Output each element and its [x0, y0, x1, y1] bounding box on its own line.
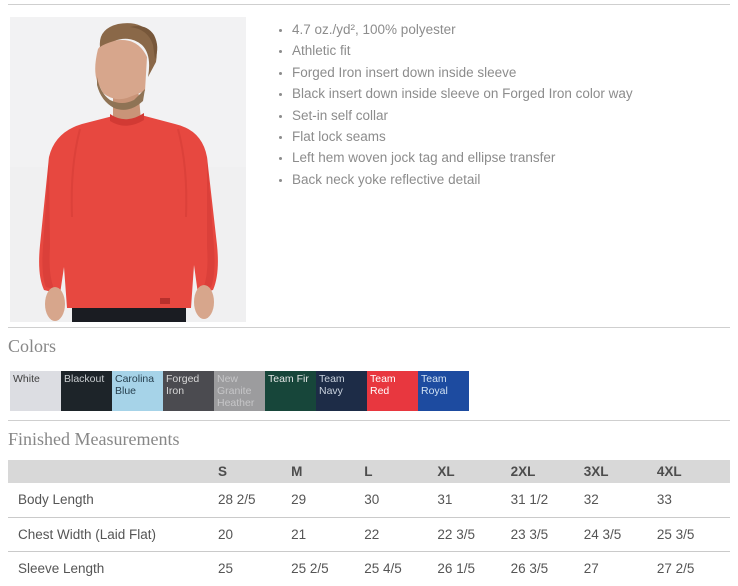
color-swatch-team-royal[interactable]: Team Royal [418, 371, 469, 411]
measurement-value: 25 [218, 560, 234, 576]
top-divider [8, 4, 730, 5]
measurement-value: 31 1/2 [510, 492, 549, 508]
size-header-4xl: 4XL [656, 460, 730, 483]
measurement-label: Chest Width (Laid Flat) [18, 526, 157, 542]
color-swatch-team-red[interactable]: Team Red [367, 371, 418, 411]
measurement-value: 23 3/5 [510, 526, 549, 542]
color-swatch-forged-iron[interactable]: Forged Iron [163, 371, 214, 411]
color-swatch-blackout[interactable]: Blackout [61, 371, 112, 411]
feature-item: 4.7 oz./yd², 100% polyester [292, 19, 633, 40]
feature-item: Black insert down inside sleeve on Forge… [292, 83, 633, 104]
measurement-label: Body Length [18, 492, 94, 508]
product-photo[interactable] [10, 17, 246, 322]
color-swatch-team-fir[interactable]: Team Fir [265, 371, 316, 411]
measurement-value: 30 [364, 492, 380, 508]
measurement-value: 22 [364, 526, 380, 542]
empty-header-cell [8, 460, 218, 483]
measurement-value: 25 4/5 [364, 560, 402, 576]
feature-item: Left hem woven jock tag and ellipse tran… [292, 147, 633, 168]
colors-divider [8, 327, 730, 328]
size-header-3xl: 3XL [583, 460, 657, 483]
product-overview-section: 4.7 oz./yd², 100% polyesterAthletic fitF… [8, 17, 730, 322]
measurements-table: S M L XL 2XL 3XL 4XL Body Length 28 2/5 29 30 31 31… [8, 460, 730, 585]
feature-item: Athletic fit [292, 40, 633, 61]
colors-heading: Colors [8, 336, 57, 356]
size-header-xl: XL [437, 460, 511, 483]
measurement-value: 27 2/5 [656, 560, 695, 576]
color-swatch-white[interactable]: White [10, 371, 61, 411]
size-header-l: L [364, 460, 438, 483]
feature-item: Forged Iron insert down inside sleeve [292, 62, 633, 83]
color-swatch-new-granite-heather[interactable]: New Granite Heather [214, 371, 265, 411]
measurement-row: Body Length 28 2/5 29 30 31 31 1/2 32 33 [8, 483, 730, 517]
model-red-shirt-illustration [10, 17, 246, 322]
measurement-value: 33 [656, 492, 672, 508]
color-swatch-carolina-blue[interactable]: Carolina Blue [112, 371, 163, 411]
measurement-value: 31 [437, 492, 453, 508]
feature-list: 4.7 oz./yd², 100% polyesterAthletic fitF… [266, 19, 633, 190]
measurement-value: 25 2/5 [291, 560, 329, 576]
measurement-value: 29 [291, 492, 307, 508]
measurement-row: Chest Width (Laid Flat) 20 21 22 22 3/5 23 3/… [8, 517, 730, 551]
color-swatch-team-navy[interactable]: Team Navy [316, 371, 367, 411]
size-header-m: M [291, 460, 365, 483]
measurement-value: 25 3/5 [656, 526, 695, 542]
measurement-row: Sleeve Length 25 25 2/5 25 4/5 26 1/5 26 3/5 2… [8, 551, 730, 585]
measurement-label: Sleeve Length [18, 560, 105, 576]
measurement-value: 28 2/5 [218, 492, 256, 508]
feature-item: Set-in self collar [292, 105, 633, 126]
measurement-value: 20 [218, 526, 234, 542]
product-features: 4.7 oz./yd², 100% polyesterAthletic fitF… [266, 17, 633, 322]
measurement-value: 27 [583, 560, 599, 576]
measurement-value: 32 [583, 492, 599, 508]
measurement-value: 26 1/5 [437, 560, 475, 576]
feature-item: Flat lock seams [292, 126, 633, 147]
size-header-row: S M L XL 2XL 3XL 4XL [8, 460, 730, 483]
measurement-value: 21 [291, 526, 307, 542]
measurement-value: 22 3/5 [437, 526, 475, 542]
size-header-s: S [218, 460, 292, 483]
measurement-value: 26 3/5 [510, 560, 549, 576]
feature-item: Back neck yoke reflective detail [292, 169, 633, 190]
measurement-value: 24 3/5 [583, 526, 622, 542]
product-detail-page: 4.7 oz./yd², 100% polyesterAthletic fitF… [0, 4, 738, 585]
size-header-2xl: 2XL [510, 460, 584, 483]
measurements-divider [8, 420, 730, 421]
color-swatch-row: White Blackout Carolina Blue Forged Iron New… [10, 371, 730, 411]
measurements-heading: Finished Measurements [8, 429, 180, 449]
